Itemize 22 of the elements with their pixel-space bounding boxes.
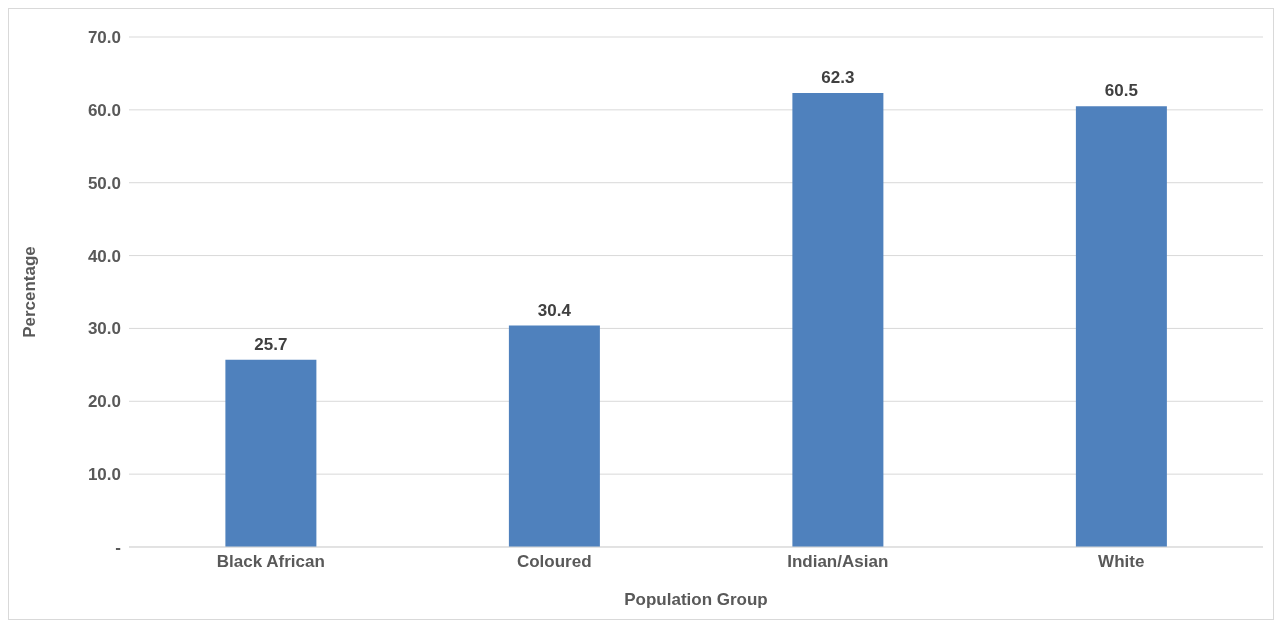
bar: [792, 93, 884, 547]
y-tick-label: 10.0: [87, 465, 121, 485]
x-axis-title: Population Group: [624, 590, 768, 609]
bar: [1075, 106, 1167, 547]
y-axis-title: Percentage: [20, 246, 40, 338]
x-tick-label: Black African: [216, 552, 325, 572]
x-tick-label: Indian/Asian: [787, 552, 889, 572]
x-tick-label: White: [1098, 552, 1145, 572]
y-tick-label: 30.0: [87, 319, 121, 339]
y-tick-label: 20.0: [87, 392, 121, 412]
y-tick-label: 60.0: [87, 100, 121, 120]
bar: [225, 359, 317, 547]
data-label: 62.3: [821, 68, 855, 88]
y-tick-label: 40.0: [87, 246, 121, 266]
x-tick-label: Coloured: [516, 552, 592, 572]
y-tick-label: 50.0: [87, 173, 121, 193]
bar: [508, 325, 600, 547]
y-tick-label: -: [115, 538, 121, 558]
data-label: 60.5: [1104, 81, 1138, 101]
y-tick-label: 70.0: [87, 28, 121, 48]
data-label: 25.7: [254, 334, 288, 354]
data-label: 30.4: [537, 300, 572, 320]
